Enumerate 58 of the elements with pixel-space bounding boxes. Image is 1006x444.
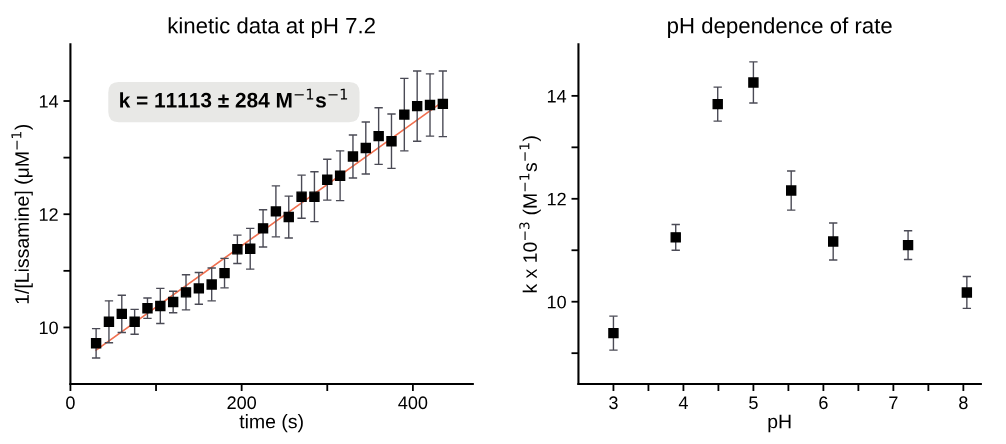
- x-tick-label: 5: [749, 396, 758, 410]
- point: [103, 316, 115, 327]
- point: [206, 279, 217, 290]
- x-tick-label: 200: [227, 396, 257, 410]
- point: [670, 232, 681, 243]
- x-tick-label: 8: [959, 396, 968, 410]
- point: [399, 109, 410, 120]
- point: [245, 243, 256, 254]
- point: [270, 206, 282, 217]
- y-axis-title: 1/[Lissamine] (μM$^{−1}$): [11, 124, 33, 304]
- x-tick-label: 400: [398, 396, 428, 410]
- point: [322, 174, 333, 185]
- point: [827, 236, 839, 247]
- point: [180, 287, 192, 298]
- y-axis-title: k x 10$^{−3}$ (M$^{−1}$s$^{−1}$): [519, 136, 541, 293]
- point: [373, 130, 384, 142]
- point: [193, 283, 205, 294]
- y-tick-label: 10: [39, 321, 58, 335]
- point: [334, 170, 346, 181]
- point: [219, 267, 230, 279]
- point: [232, 244, 243, 255]
- chart-title: pH dependence of rate: [668, 17, 892, 38]
- point: [902, 239, 914, 251]
- point: [360, 142, 372, 154]
- point: [411, 100, 423, 112]
- point: [961, 287, 973, 298]
- y-tick-label: 12: [39, 208, 58, 221]
- point: [347, 151, 359, 162]
- x-tick-label: 0: [66, 396, 75, 410]
- y-tick-label: 14: [547, 89, 567, 103]
- point: [437, 98, 449, 110]
- x-axis-title: time (s): [239, 414, 303, 433]
- point: [309, 191, 320, 202]
- annotation: k = 11113 ± 284 M$^{−1}$s$^{−1}$: [120, 88, 348, 108]
- x-axis-title: pH: [768, 414, 791, 433]
- x-tick-label: 6: [819, 396, 828, 410]
- y-tick-label: 12: [547, 192, 566, 206]
- point: [785, 185, 797, 196]
- point: [424, 99, 436, 111]
- x-tick-label: 3: [609, 396, 618, 410]
- y-tick-label: 14: [39, 95, 59, 108]
- point: [748, 77, 759, 88]
- x-tick-label: 4: [678, 396, 688, 409]
- point: [129, 316, 140, 327]
- point: [712, 98, 723, 110]
- y-tick-label: 10: [547, 295, 566, 309]
- point: [283, 211, 294, 223]
- point: [386, 135, 397, 147]
- point: [142, 302, 153, 314]
- point: [608, 327, 619, 339]
- point: [167, 296, 179, 308]
- chart-title: kinetic data at pH 7.2: [168, 17, 375, 38]
- point: [116, 308, 127, 320]
- point: [296, 191, 307, 202]
- point: [155, 300, 166, 312]
- point: [90, 338, 102, 349]
- x-tick-label: 7: [889, 396, 898, 409]
- point: [257, 223, 269, 234]
